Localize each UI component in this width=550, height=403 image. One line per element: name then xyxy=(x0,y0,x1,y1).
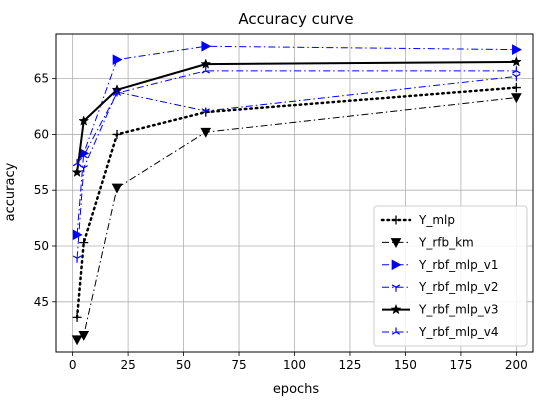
data-point-y-rfb-km xyxy=(71,335,83,346)
data-point-y-rbf-mlp-v3 xyxy=(200,58,212,69)
data-point-y-rbf-mlp-v2 xyxy=(201,108,210,116)
data-point-y-rbf-mlp-v1 xyxy=(512,44,522,55)
legend-marker-y-rfb-km xyxy=(390,238,402,248)
legend-box xyxy=(373,205,528,347)
data-point-y-rbf-mlp-v4 xyxy=(201,66,210,74)
data-point-y-rbf-mlp-v1 xyxy=(72,229,83,241)
data-point-y-rbf-mlp-v1 xyxy=(201,40,212,52)
legend-label-y-rbf-mlp-v2: Y_rbf_mlp_v2 xyxy=(418,280,498,294)
data-point-y-rfb-km xyxy=(78,330,90,341)
data-point-y-rfb-km xyxy=(511,93,522,104)
legend-label-y-rbf-mlp-v1: Y_rbf_mlp_v1 xyxy=(418,258,498,272)
x-tick-label: 50 xyxy=(176,358,191,372)
data-point-y-rbf-mlp-v4 xyxy=(72,158,82,167)
data-point-y-mlp xyxy=(79,238,89,248)
y-tick-label: 45 xyxy=(34,295,49,309)
legend-marker-y-rbf-mlp-v2 xyxy=(391,284,401,292)
data-point-y-mlp xyxy=(511,83,521,93)
legend-label-y-rbf-mlp-v3: Y_rbf_mlp_v3 xyxy=(418,303,498,317)
axis-ticks: 0 25 50 75 100 125 150 175 200 45 50 55 60 65 xyxy=(34,72,528,372)
x-tick-label: 175 xyxy=(449,358,472,372)
data-point-y-mlp xyxy=(72,312,82,322)
legend-label-y-rbf-mlp-v4: Y_rbf_mlp_v4 xyxy=(418,325,498,339)
data-point-y-rfb-km xyxy=(200,127,212,138)
data-point-y-mlp xyxy=(112,129,122,139)
series-lines xyxy=(71,40,522,346)
data-point-y-rbf-mlp-v3 xyxy=(71,166,83,177)
chart-title: Accuracy curve xyxy=(238,10,353,28)
y-axis-title: accuracy xyxy=(3,162,18,221)
x-tick-label: 150 xyxy=(394,358,417,372)
data-point-y-rbf-mlp-v2 xyxy=(72,255,82,263)
x-axis-title: epochs xyxy=(273,382,320,397)
x-tick-label: 25 xyxy=(120,358,135,372)
x-tick-label: 100 xyxy=(283,358,306,372)
x-tick-label: 125 xyxy=(339,358,362,372)
grid-lines xyxy=(56,34,533,352)
data-point-y-rbf-mlp-v1 xyxy=(112,54,123,66)
series-line-y-rbf-mlp-v2 xyxy=(76,75,517,259)
legend-marker-y-mlp xyxy=(391,215,401,225)
legend-label-y-rfb-km: Y_rfb_km xyxy=(418,235,474,249)
legend-label-y-mlp: Y_mlp xyxy=(418,213,455,227)
legend-marker-y-rbf-mlp-v1 xyxy=(391,259,402,271)
y-tick-label: 60 xyxy=(34,127,49,141)
y-tick-label: 55 xyxy=(34,183,49,197)
data-point-y-rbf-mlp-v4 xyxy=(79,151,88,159)
series-line-y-rbf-mlp-v1 xyxy=(76,45,517,235)
data-point-y-rbf-mlp-v2 xyxy=(512,73,521,81)
data-point-y-rfb-km xyxy=(111,183,123,194)
legend-marker-y-rbf-mlp-v3 xyxy=(390,303,402,315)
series-line-y-rbf-mlp-v4 xyxy=(76,70,517,164)
x-tick-label: 200 xyxy=(505,358,528,372)
data-point-y-rbf-mlp-v3 xyxy=(510,56,522,67)
x-tick-label: 0 xyxy=(69,358,77,372)
y-tick-label: 50 xyxy=(34,239,49,253)
y-tick-label: 65 xyxy=(34,72,49,86)
data-point-y-rbf-mlp-v4 xyxy=(512,66,521,74)
data-point-y-rbf-mlp-v3 xyxy=(78,115,90,126)
x-tick-label: 75 xyxy=(231,358,246,372)
legend-marker-y-rbf-mlp-v4 xyxy=(391,327,401,335)
data-point-y-rbf-mlp-v4 xyxy=(112,88,122,96)
legend: Y_mlp Y_rfb_km Y_rbf_mlp_v1 Y_rbf_mlp_v2 Y_r… xyxy=(373,205,528,347)
